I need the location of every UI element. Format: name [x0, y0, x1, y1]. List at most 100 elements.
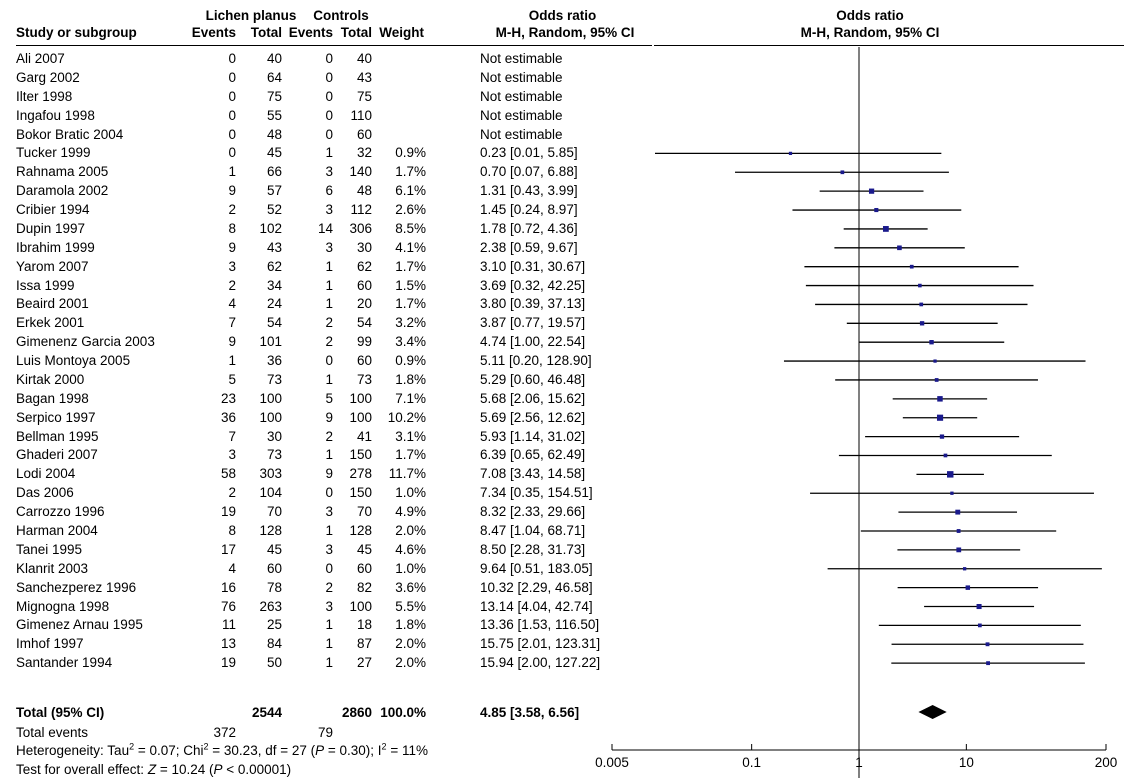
total1-cell: 25	[266, 617, 282, 633]
weight-cell: 4.1%	[395, 239, 426, 255]
effect-square	[934, 378, 939, 382]
effect-square	[788, 151, 793, 156]
study-name: Imhof 1997	[16, 636, 84, 652]
header-rule	[16, 45, 652, 46]
effect-square	[840, 170, 845, 175]
col-weight-header: Weight	[379, 25, 424, 40]
study-name: Beaird 2001	[16, 296, 89, 312]
ci-cell: Not estimable	[480, 107, 563, 123]
events1-cell: 4	[228, 296, 236, 312]
events1-cell: 2	[228, 277, 236, 293]
study-name: Erkek 2001	[16, 315, 85, 331]
total2-cell: 73	[356, 371, 372, 387]
total1-cell: 57	[266, 183, 282, 199]
total1-cell: 263	[259, 598, 282, 614]
events2-cell: 3	[325, 239, 333, 255]
total1-cell: 55	[266, 107, 282, 123]
total2-cell: 41	[356, 428, 372, 444]
effect-square	[956, 529, 961, 533]
events2-cell: 1	[325, 258, 333, 274]
weight-cell: 4.9%	[395, 504, 426, 520]
total1-cell: 50	[266, 655, 282, 671]
events2-cell: 2	[325, 334, 333, 350]
study-name: Bellman 1995	[16, 428, 99, 444]
ci-cell: 10.32 [2.29, 46.58]	[480, 579, 593, 595]
study-name: Lodi 2004	[16, 466, 76, 482]
total1-cell: 75	[266, 88, 282, 104]
events2-cell: 0	[325, 126, 333, 142]
ci-cell: 1.31 [0.43, 3.99]	[480, 183, 578, 199]
ci-cell: 6.39 [0.65, 62.49]	[480, 447, 586, 463]
study-name: Santander 1994	[16, 655, 113, 671]
events2-cell: 2	[325, 579, 333, 595]
total-t1: 2544	[251, 705, 282, 720]
ci-cell: 5.69 [2.56, 12.62]	[480, 409, 586, 425]
col-method-header: M-H, Random, 95% CI	[495, 25, 635, 40]
events1-cell: 19	[220, 504, 236, 520]
total1-cell: 54	[266, 315, 282, 331]
total2-cell: 43	[356, 69, 372, 85]
effect-square	[897, 245, 902, 251]
weight-cell: 1.7%	[395, 296, 426, 312]
total2-cell: 20	[356, 296, 372, 312]
study-name: Carrozzo 1996	[16, 504, 105, 520]
total1-cell: 100	[259, 390, 282, 406]
study-name: Cribier 1994	[16, 202, 90, 218]
events2-cell: 3	[325, 598, 333, 614]
weight-cell: 10.2%	[387, 409, 426, 425]
ci-cell: 7.34 [0.35, 154.51]	[480, 485, 593, 501]
events1-cell: 2	[228, 202, 236, 218]
weight-cell: 3.2%	[395, 315, 426, 331]
events1-cell: 9	[228, 334, 236, 350]
total1-cell: 73	[266, 371, 282, 387]
events1-cell: 16	[220, 579, 236, 595]
col-events1-header: Events	[191, 25, 236, 40]
events1-cell: 3	[228, 258, 236, 274]
effect-square	[874, 207, 879, 213]
total2-cell: 32	[356, 145, 372, 161]
total2-cell: 70	[356, 504, 372, 520]
total1-cell: 34	[266, 277, 282, 293]
weight-cell: 1.8%	[395, 371, 426, 387]
effect-square	[919, 321, 925, 326]
events1-cell: 76	[220, 598, 236, 614]
total2-cell: 62	[356, 258, 372, 274]
total1-cell: 45	[266, 541, 282, 557]
study-name: Sanchezperez 1996	[16, 579, 137, 595]
events2-cell: 1	[325, 447, 333, 463]
weight-cell: 3.4%	[395, 334, 426, 350]
study-name: Gimenez Arnau 1995	[16, 617, 143, 633]
effect-square	[985, 642, 990, 647]
total-label: Total (95% CI)	[16, 705, 105, 720]
events2-cell: 1	[325, 655, 333, 671]
effect-square	[943, 453, 948, 458]
total1-cell: 43	[266, 239, 282, 255]
study-name: Bagan 1998	[16, 390, 89, 406]
events2-cell: 0	[325, 107, 333, 123]
total2-cell: 112	[350, 202, 372, 218]
ci-cell: 9.64 [0.51, 183.05]	[480, 560, 593, 576]
events2-cell: 6	[325, 183, 333, 199]
total2-cell: 100	[349, 598, 372, 614]
events2-cell: 2	[325, 428, 333, 444]
weight-cell: 2.0%	[395, 655, 426, 671]
weight-cell: 11.7%	[388, 466, 426, 482]
events1-cell: 2	[228, 485, 236, 501]
total-ci: 4.85 [3.58, 6.56]	[480, 705, 580, 720]
study-name: Mignogna 1998	[16, 598, 110, 614]
study-name: Yarom 2007	[16, 258, 89, 274]
total1-cell: 60	[266, 560, 282, 576]
weight-cell: 2.0%	[395, 636, 426, 652]
events1-cell: 0	[228, 107, 236, 123]
study-name: Ilter 1998	[16, 88, 73, 104]
effect-square	[918, 283, 922, 288]
weight-cell: 3.6%	[395, 579, 426, 595]
x-tick-label: 200	[1095, 755, 1118, 770]
study-name: Klanrit 2003	[16, 560, 89, 576]
study-name: Das 2006	[16, 485, 74, 501]
study-name: Ingafou 1998	[16, 107, 95, 123]
x-tick-label: 1	[855, 755, 863, 770]
total1-cell: 45	[266, 145, 282, 161]
total-events-label: Total events	[16, 725, 89, 740]
